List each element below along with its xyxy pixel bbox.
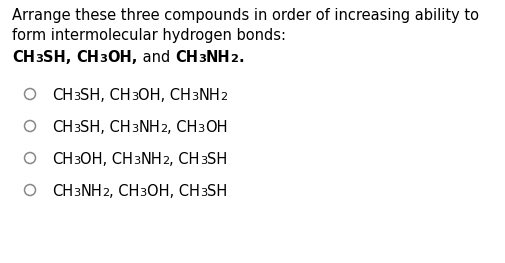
Text: SH,: SH, (43, 50, 76, 65)
Text: CH: CH (52, 184, 73, 199)
Text: OH, CH: OH, CH (147, 184, 200, 199)
Text: NH: NH (138, 120, 160, 135)
Text: CH: CH (76, 50, 99, 65)
Text: 3: 3 (131, 92, 138, 102)
Text: 3: 3 (191, 92, 198, 102)
Text: CH: CH (52, 88, 73, 103)
Text: SH, CH: SH, CH (80, 120, 131, 135)
Text: Arrange these three compounds in order of increasing ability to: Arrange these three compounds in order o… (12, 8, 479, 23)
Text: , CH: , CH (109, 184, 139, 199)
Text: CH: CH (12, 50, 35, 65)
Text: form intermolecular hydrogen bonds:: form intermolecular hydrogen bonds: (12, 28, 286, 43)
Text: 2: 2 (230, 53, 238, 63)
Text: 3: 3 (200, 155, 207, 165)
Text: 3: 3 (133, 155, 140, 165)
Text: 3: 3 (197, 124, 205, 134)
Text: OH, CH: OH, CH (138, 88, 191, 103)
Text: 2: 2 (160, 124, 167, 134)
Text: 3: 3 (139, 188, 147, 198)
Text: 2: 2 (162, 155, 169, 165)
Text: CH: CH (175, 50, 198, 65)
Text: 3: 3 (73, 155, 80, 165)
Text: 3: 3 (99, 53, 108, 63)
Text: , CH: , CH (167, 120, 197, 135)
Text: SH, CH: SH, CH (80, 88, 131, 103)
Text: 3: 3 (200, 188, 207, 198)
Text: , CH: , CH (169, 152, 200, 167)
Text: 3: 3 (73, 188, 80, 198)
Text: 3: 3 (198, 53, 206, 63)
Text: SH: SH (207, 152, 227, 167)
Text: NH: NH (206, 50, 230, 65)
Text: NH: NH (80, 184, 102, 199)
Text: OH,: OH, (108, 50, 138, 65)
Text: CH: CH (52, 120, 73, 135)
Text: .: . (238, 50, 244, 65)
Text: OH: OH (205, 120, 227, 135)
Text: 3: 3 (35, 53, 43, 63)
Text: 3: 3 (73, 124, 80, 134)
Text: 2: 2 (102, 188, 109, 198)
Text: NH: NH (140, 152, 162, 167)
Text: 3: 3 (73, 92, 80, 102)
Text: CH: CH (52, 152, 73, 167)
Text: NH: NH (198, 88, 220, 103)
Text: SH: SH (207, 184, 227, 199)
Text: and: and (138, 50, 175, 65)
Text: OH, CH: OH, CH (80, 152, 133, 167)
Text: 3: 3 (131, 124, 138, 134)
Text: 2: 2 (220, 92, 227, 102)
